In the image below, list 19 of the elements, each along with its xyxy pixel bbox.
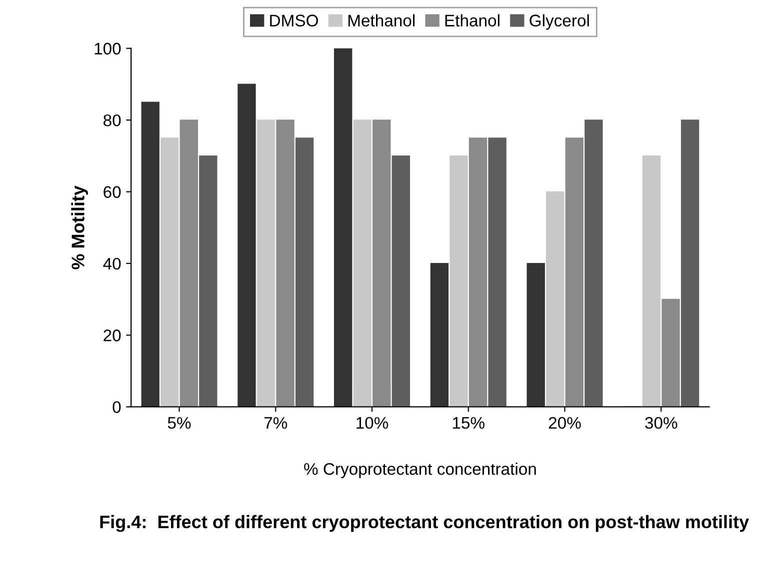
legend-label: Ethanol — [445, 14, 500, 26]
legend-label: DMSO — [270, 14, 318, 26]
y-tick-label: 20 — [104, 330, 121, 342]
x-tick-label: 15% — [452, 417, 484, 429]
x-tick-label: 20% — [548, 416, 581, 429]
x-tick-label: 5% — [168, 417, 191, 429]
legend-label: Methanol — [348, 14, 415, 26]
y-tick-label: 40 — [103, 258, 121, 270]
y-tick-label: 60 — [104, 186, 121, 198]
x-tick-label: 30% — [645, 416, 678, 429]
x-tick-label: 10% — [356, 416, 388, 429]
y-tick-label: 0 — [112, 401, 121, 414]
y-tick-label: 80 — [104, 114, 121, 126]
legend-label: Glycerol — [530, 14, 589, 30]
text: Fig.4: Effect of different cryoprotectant concentration on post-thaw motility — [100, 515, 749, 532]
y-tick-label: 100 — [94, 42, 121, 55]
x-tick-label: 7% — [264, 417, 288, 429]
x-axis-title: % Cryoprotectant concentration — [304, 462, 536, 478]
y-axis-title: % Motility — [71, 186, 88, 270]
